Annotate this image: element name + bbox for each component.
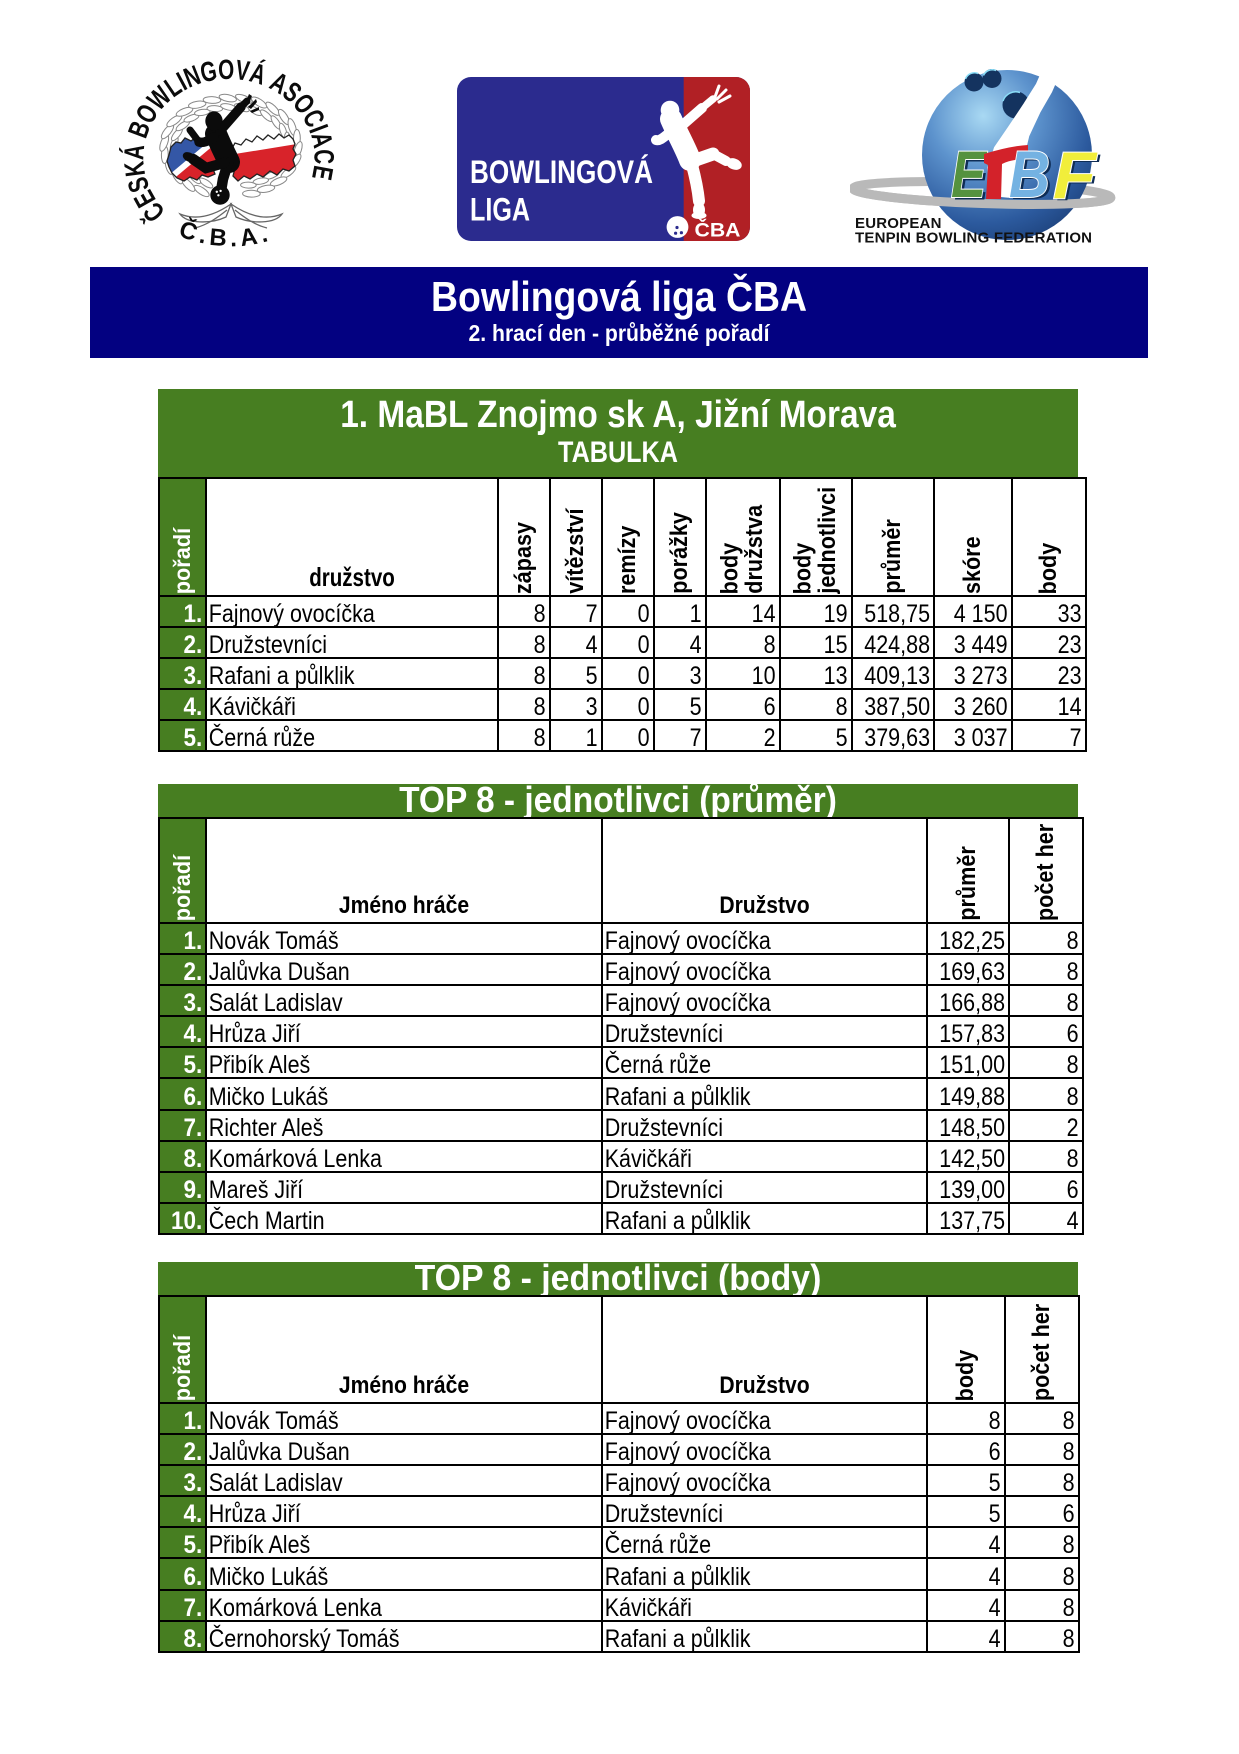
svg-text:Á: Á bbox=[118, 143, 151, 160]
svg-text:E: E bbox=[951, 137, 988, 211]
svg-text:O: O bbox=[218, 55, 235, 86]
svg-text:G: G bbox=[198, 56, 220, 89]
svg-text:F: F bbox=[1056, 140, 1101, 214]
svg-text:B: B bbox=[1009, 137, 1050, 211]
svg-text:ČBA: ČBA bbox=[695, 217, 741, 241]
svg-text:BOWLINGOVÁ: BOWLINGOVÁ bbox=[470, 154, 653, 190]
svg-text:C: C bbox=[308, 149, 339, 165]
svg-text:F: F bbox=[1053, 138, 1098, 212]
svg-text:K: K bbox=[119, 159, 151, 178]
svg-text:A: A bbox=[304, 129, 337, 150]
svg-text:V: V bbox=[234, 55, 252, 87]
svg-text:EUROPEAN: EUROPEAN bbox=[855, 215, 942, 232]
svg-text:E: E bbox=[305, 163, 338, 182]
svg-text:E: E bbox=[954, 140, 991, 214]
svg-text:TENPIN BOWLING FEDERATION: TENPIN BOWLING FEDERATION bbox=[855, 230, 1092, 247]
svg-text:B: B bbox=[1012, 139, 1053, 213]
svg-text:LIGA: LIGA bbox=[470, 192, 530, 228]
